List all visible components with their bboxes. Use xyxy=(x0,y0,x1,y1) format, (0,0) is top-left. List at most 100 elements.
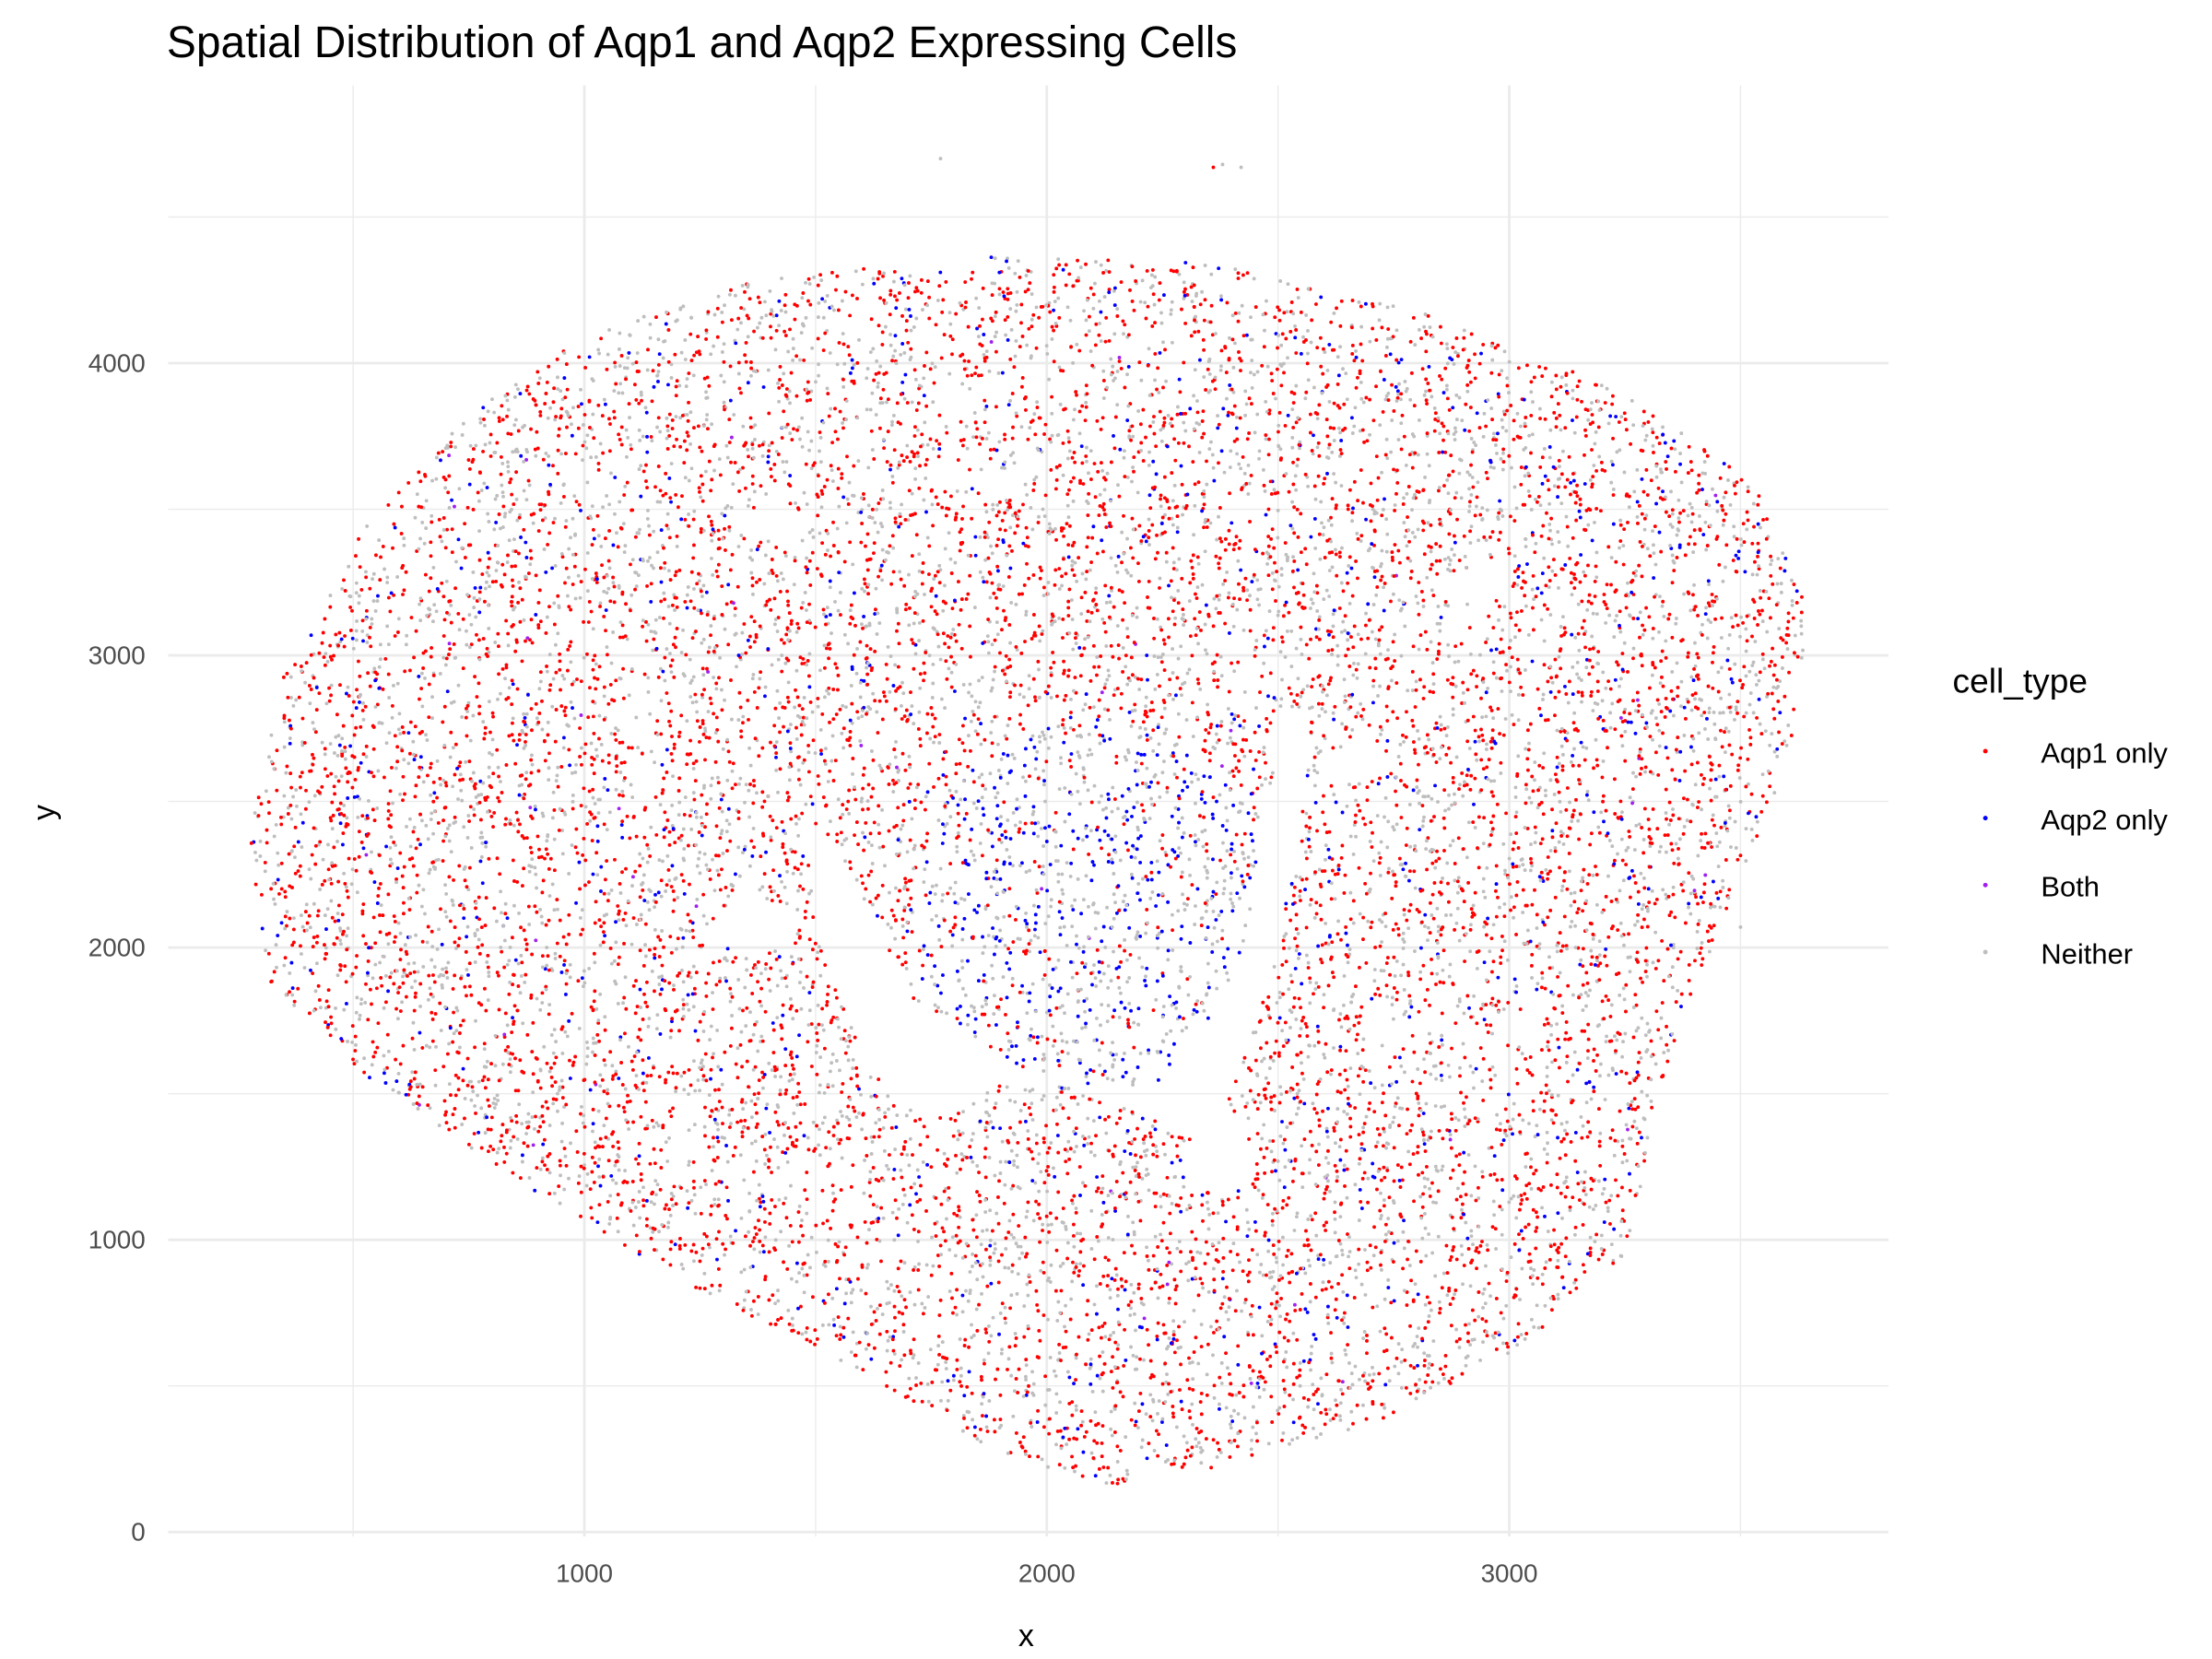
point-neither xyxy=(886,922,890,926)
point-aqp1-only xyxy=(1204,727,1208,732)
point-neither xyxy=(997,440,1002,444)
point-neither xyxy=(1361,400,1366,405)
point-aqp1-only xyxy=(1053,1039,1057,1043)
point-neither xyxy=(1112,332,1117,336)
point-aqp1-only xyxy=(1640,766,1643,771)
point-neither xyxy=(1468,1284,1473,1288)
point-neither xyxy=(1298,446,1301,451)
point-neither xyxy=(1395,1239,1400,1243)
point-aqp1-only xyxy=(1006,1031,1010,1036)
point-aqp1-only xyxy=(876,731,880,735)
point-aqp1-only xyxy=(1358,808,1362,813)
point-aqp1-only xyxy=(753,962,757,967)
point-aqp1-only xyxy=(1070,455,1075,460)
point-neither xyxy=(1395,1096,1400,1100)
point-neither xyxy=(780,976,784,981)
point-aqp1-only xyxy=(879,1206,884,1210)
point-aqp1-only xyxy=(304,661,309,665)
point-neither xyxy=(1325,1135,1330,1139)
point-neither xyxy=(1285,310,1289,314)
point-neither xyxy=(1594,1204,1598,1207)
point-aqp1-only xyxy=(1048,1211,1053,1216)
point-neither xyxy=(354,581,359,585)
point-aqp2-only xyxy=(1005,960,1009,965)
point-aqp1-only xyxy=(606,417,611,421)
point-aqp1-only xyxy=(513,564,517,569)
point-aqp1-only xyxy=(916,782,921,787)
point-aqp1-only xyxy=(496,631,500,636)
point-neither xyxy=(612,389,617,393)
point-neither xyxy=(800,444,805,449)
point-aqp1-only xyxy=(304,788,308,793)
point-neither xyxy=(1273,578,1277,582)
point-neither xyxy=(1071,647,1076,652)
point-neither xyxy=(1163,1400,1168,1404)
point-aqp1-only xyxy=(1735,623,1740,628)
point-aqp1-only xyxy=(1491,814,1496,818)
point-aqp2-only xyxy=(1525,562,1529,566)
point-neither xyxy=(618,771,623,774)
point-aqp1-only xyxy=(1298,1368,1302,1372)
point-aqp2-only xyxy=(1069,752,1074,756)
point-aqp1-only xyxy=(728,1043,733,1048)
point-aqp1-only xyxy=(1799,610,1804,615)
point-aqp1-only xyxy=(1020,1065,1025,1069)
point-aqp1-only xyxy=(376,1021,381,1026)
point-neither xyxy=(571,552,575,557)
point-aqp2-only xyxy=(1313,800,1318,805)
point-neither xyxy=(1670,512,1675,516)
point-neither xyxy=(988,1208,993,1213)
point-neither xyxy=(936,1006,940,1010)
point-aqp1-only xyxy=(1204,388,1208,392)
point-aqp2-only xyxy=(1344,931,1348,935)
point-neither xyxy=(1458,782,1462,787)
point-neither xyxy=(1451,707,1455,712)
point-aqp1-only xyxy=(856,842,861,847)
point-neither xyxy=(1569,924,1572,929)
point-aqp1-only xyxy=(510,578,514,582)
point-aqp2-only xyxy=(637,1154,641,1159)
point-neither xyxy=(1777,627,1782,631)
point-neither xyxy=(682,1014,686,1018)
point-aqp1-only xyxy=(743,1234,747,1239)
point-neither xyxy=(542,547,547,551)
point-neither xyxy=(552,837,557,841)
point-aqp1-only xyxy=(1748,742,1753,747)
point-aqp1-only xyxy=(1724,512,1728,516)
point-neither xyxy=(1436,1381,1441,1385)
point-aqp1-only xyxy=(1724,906,1729,911)
point-aqp2-only xyxy=(1571,418,1574,422)
point-aqp2-only xyxy=(1188,406,1193,411)
point-aqp1-only xyxy=(895,629,899,633)
point-aqp1-only xyxy=(1312,484,1317,488)
point-neither xyxy=(1679,704,1683,709)
point-aqp1-only xyxy=(579,1112,582,1116)
point-aqp1-only xyxy=(764,962,769,966)
point-neither xyxy=(1535,806,1540,810)
point-neither xyxy=(948,322,953,326)
point-neither xyxy=(500,911,503,915)
point-aqp1-only xyxy=(680,494,684,499)
point-aqp1-only xyxy=(742,622,747,626)
point-aqp1-only xyxy=(868,647,873,652)
point-neither xyxy=(1524,604,1528,608)
point-aqp1-only xyxy=(1363,623,1368,628)
point-aqp1-only xyxy=(702,1231,707,1236)
point-aqp1-only xyxy=(685,430,689,435)
point-aqp1-only xyxy=(1171,567,1176,571)
point-aqp1-only xyxy=(1696,922,1700,926)
point-neither xyxy=(426,997,430,1002)
point-aqp1-only xyxy=(634,360,639,365)
point-aqp1-only xyxy=(973,371,977,376)
point-aqp1-only xyxy=(886,765,890,770)
point-aqp1-only xyxy=(1444,1243,1449,1248)
point-neither xyxy=(734,293,737,298)
point-neither xyxy=(1368,432,1372,437)
point-aqp1-only xyxy=(677,568,682,572)
point-neither xyxy=(988,1263,993,1267)
point-neither xyxy=(1699,839,1703,842)
point-aqp2-only xyxy=(1112,303,1117,308)
point-neither xyxy=(669,462,674,465)
point-aqp1-only xyxy=(1533,888,1536,892)
point-neither xyxy=(835,1118,839,1123)
